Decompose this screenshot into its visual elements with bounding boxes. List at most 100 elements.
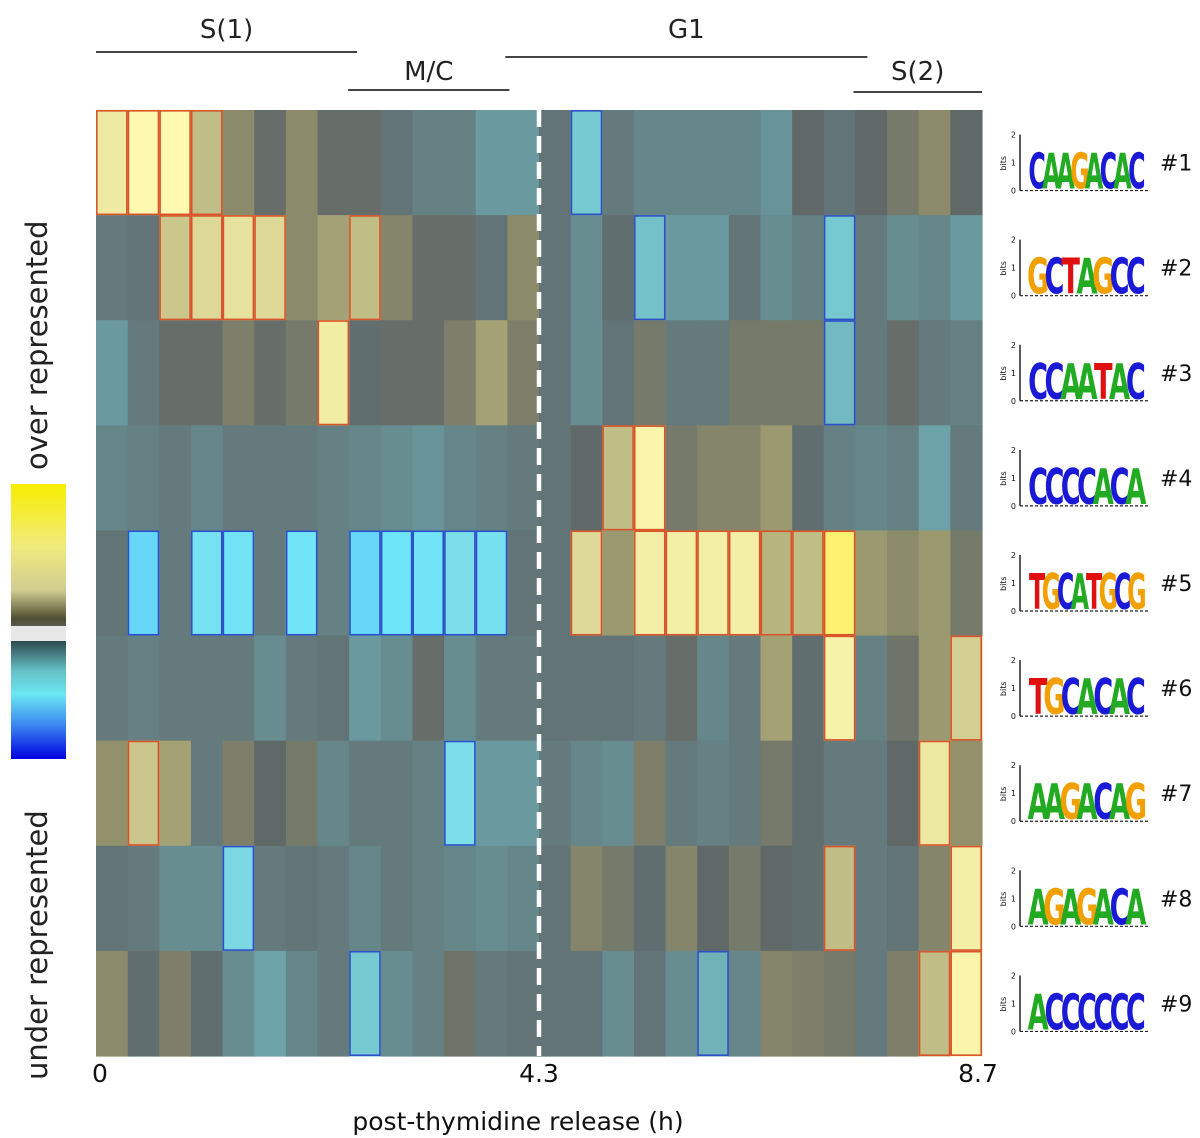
heatmap-cell [539, 635, 572, 742]
significant-cell-outline [570, 530, 603, 636]
heatmap-cell [349, 740, 382, 847]
heatmap-cell [159, 530, 192, 637]
heatmap-cell [349, 320, 382, 426]
significant-cell-outline [918, 950, 951, 1057]
heatmap-cell [254, 530, 287, 637]
logo-bits-label: bits [999, 892, 1008, 907]
motif-row-label: #2 [1160, 257, 1192, 282]
heatmap-cell [918, 530, 951, 637]
heatmap-cell [507, 950, 540, 1057]
heatmap-cell [697, 530, 730, 637]
significant-cell-outline [317, 320, 350, 426]
motif-base-letter: G [1043, 670, 1065, 727]
motif-base-letter: C [1093, 985, 1113, 1042]
heatmap-cell [190, 740, 224, 847]
heatmap-cell [728, 425, 762, 532]
phase-label: G1 [668, 15, 705, 45]
heatmap-cell [823, 320, 857, 426]
heatmap-cell [475, 110, 508, 216]
heatmap-cell [728, 740, 762, 847]
heatmap-cell [380, 110, 414, 216]
motif-row-label: #3 [1160, 362, 1192, 387]
heatmap-cell [317, 425, 350, 532]
motif-base-letter: C [1128, 144, 1145, 201]
heatmap-cell [507, 635, 540, 742]
motif-base-letter: A [1060, 354, 1081, 411]
significant-cell-outline [570, 110, 603, 216]
heatmap-cell [127, 320, 160, 426]
heatmap-cell [887, 635, 920, 742]
heatmap-cell [349, 950, 382, 1057]
heatmap-cell [602, 530, 635, 637]
heatmap-cell [697, 320, 730, 426]
heatmap-cell [665, 950, 698, 1057]
heatmap-cell [570, 320, 603, 426]
motif-base-letter: C [1044, 249, 1064, 306]
significant-cell-outline [127, 740, 160, 846]
heatmap-cell [412, 215, 445, 321]
logo-tick-label: 0 [1011, 922, 1016, 931]
heatmap-cell [823, 950, 857, 1057]
heatmap-cell [190, 425, 224, 532]
heatmap-cell [760, 320, 793, 426]
motif-base-letter: T [1029, 670, 1048, 727]
motif-base-letter: A [1044, 775, 1065, 832]
motif-row-label: #9 [1160, 992, 1192, 1017]
motif-row-label: #1 [1160, 152, 1192, 177]
motif-base-letter: C [1126, 249, 1146, 306]
heatmap-cell [127, 845, 160, 952]
colorbar-over-segment [11, 484, 66, 626]
significant-cell-outline [285, 530, 318, 636]
heatmap-cell [254, 740, 287, 847]
significant-cell-outline [602, 425, 634, 531]
heatmap-cell [792, 530, 825, 637]
heatmap-cell [96, 740, 129, 847]
motif-base-letter: G [1127, 564, 1147, 621]
logo-tick-label: 0 [1011, 817, 1016, 826]
heatmap-cell [412, 635, 445, 742]
heatmap-cell [602, 320, 635, 426]
logo-tick-label: 1 [1011, 369, 1016, 378]
heatmap-cell [475, 215, 508, 321]
motif-base-letter: C [1110, 249, 1130, 306]
heatmap-cell [285, 845, 319, 952]
heatmap-cell [823, 740, 857, 847]
under-represented-label: under represented [20, 810, 54, 1080]
logo-bits-label: bits [999, 997, 1008, 1012]
heatmap-cell [507, 740, 540, 847]
heatmap-cell [918, 320, 951, 426]
significant-cell-outline [349, 950, 381, 1057]
logo-tick-label: 0 [1011, 187, 1016, 196]
heatmap-cell [760, 635, 793, 742]
heatmap-cell [96, 320, 129, 426]
heatmap-cell [349, 215, 382, 321]
phase-annotations: S(1) M/C G1 S(2) [96, 15, 982, 93]
heatmap-cell [570, 635, 603, 742]
heatmap-cell [222, 845, 255, 952]
motif-base-letter: C [1100, 144, 1117, 201]
motif-row-label: #4 [1160, 467, 1192, 492]
motif-base-letter: T [1029, 564, 1046, 621]
heatmap-cell [349, 530, 382, 637]
significant-cell-outline [633, 530, 666, 636]
motif-base-letter: A [1093, 880, 1114, 937]
motif-base-letter: C [1061, 459, 1081, 516]
heatmap-cell [222, 425, 255, 532]
heatmap-cell [317, 740, 350, 847]
heatmap-cell [539, 110, 572, 216]
motif-base-letter: C [1057, 564, 1074, 621]
heatmap-cell [665, 425, 698, 532]
heatmap-cell [444, 530, 477, 637]
heatmap-cell [96, 110, 129, 216]
heatmap-cell [507, 320, 540, 426]
significant-cell-outline [823, 215, 856, 321]
motif-base-letter: A [1028, 880, 1049, 937]
significant-cell-outline [190, 110, 223, 216]
motif-base-letter: A [1076, 354, 1097, 411]
heatmap-cell [665, 215, 698, 321]
significant-cell-outline [412, 530, 445, 636]
heatmap-cell [507, 845, 540, 952]
colorbar: over represented under represented [11, 220, 66, 1080]
heatmap-cell [317, 530, 350, 637]
